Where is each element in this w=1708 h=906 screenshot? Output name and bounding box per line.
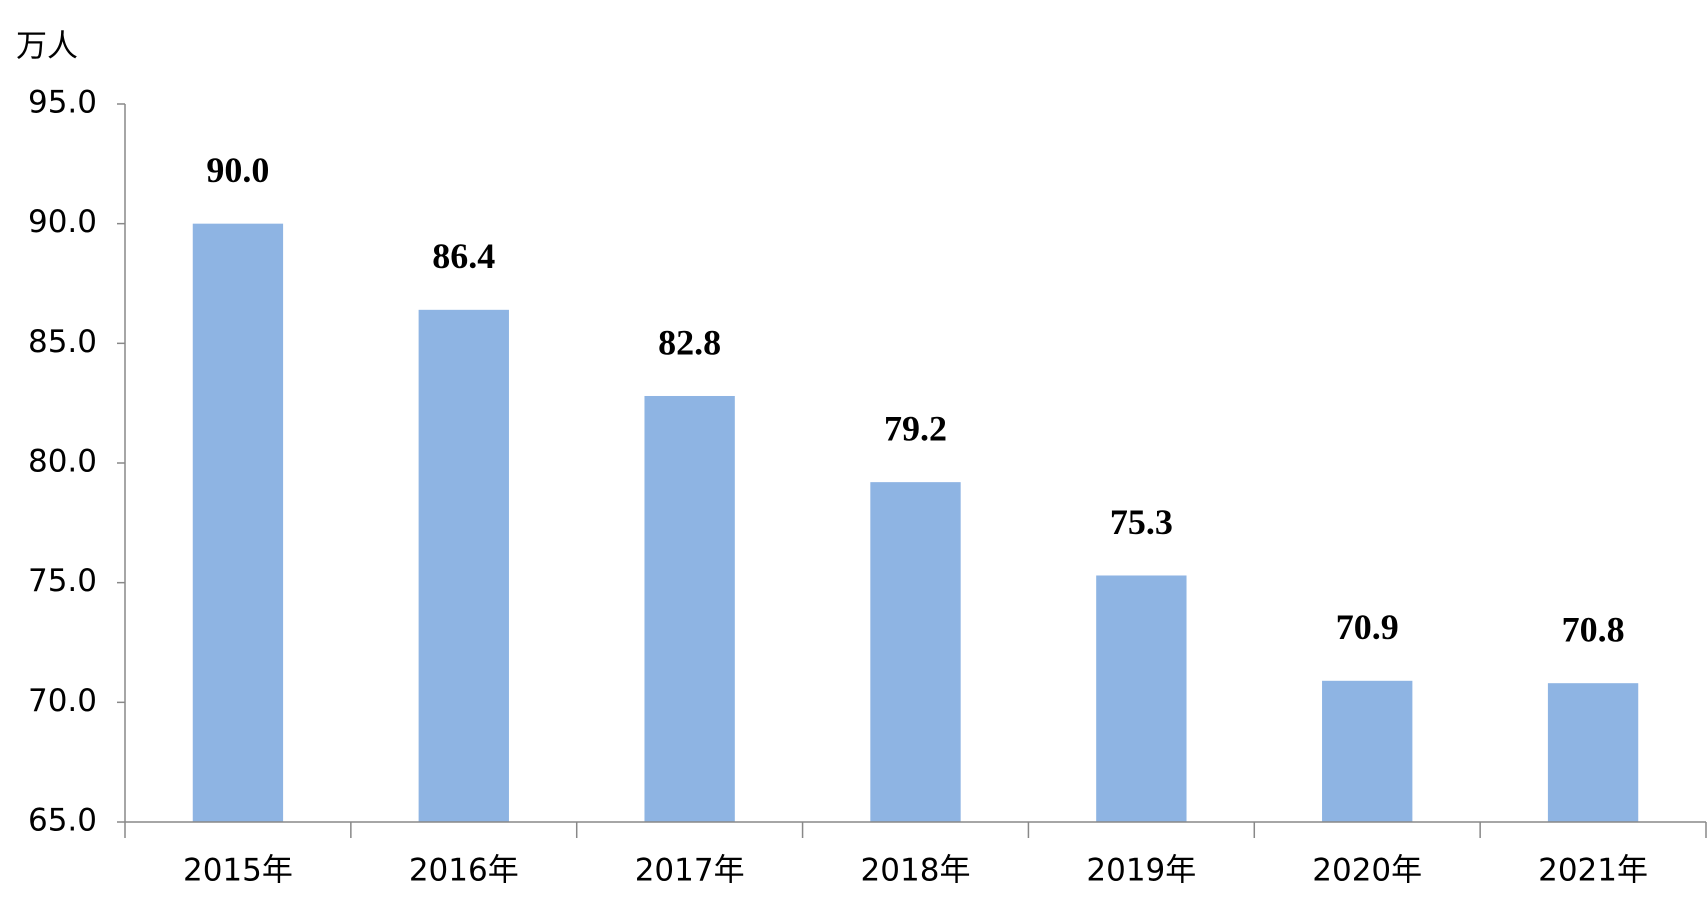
y-tick-label: 95.0 — [28, 85, 97, 121]
bar — [418, 309, 509, 822]
value-label: 90.0 — [206, 150, 269, 190]
x-tick-label: 2019年 — [1086, 853, 1196, 889]
bar — [192, 223, 284, 822]
value-label: 86.4 — [432, 236, 495, 276]
bar — [870, 482, 961, 822]
x-tick-label: 2020年 — [1312, 853, 1422, 889]
y-tick-label: 90.0 — [28, 204, 97, 240]
y-axis-label: 万人 — [16, 29, 78, 65]
x-tick-label: 2016年 — [409, 853, 519, 889]
x-tick-label: 2017年 — [635, 853, 745, 889]
bar — [1322, 680, 1413, 822]
value-label: 82.8 — [658, 322, 721, 362]
bar — [1547, 683, 1639, 822]
x-tick-label: 2015年 — [183, 853, 293, 889]
value-label: 70.8 — [1562, 609, 1625, 649]
value-label: 79.2 — [884, 408, 947, 448]
x-tick-label: 2021年 — [1538, 853, 1648, 889]
y-tick-label: 80.0 — [28, 444, 97, 480]
y-tick-label: 85.0 — [28, 324, 97, 360]
bar — [1096, 575, 1187, 822]
x-tick-label: 2018年 — [861, 853, 971, 889]
value-label: 75.3 — [1110, 502, 1173, 542]
y-tick-label: 70.0 — [28, 683, 97, 719]
y-tick-label: 75.0 — [28, 563, 97, 599]
bar — [644, 395, 735, 822]
y-tick-label: 65.0 — [28, 803, 97, 839]
value-label: 70.9 — [1336, 607, 1399, 647]
